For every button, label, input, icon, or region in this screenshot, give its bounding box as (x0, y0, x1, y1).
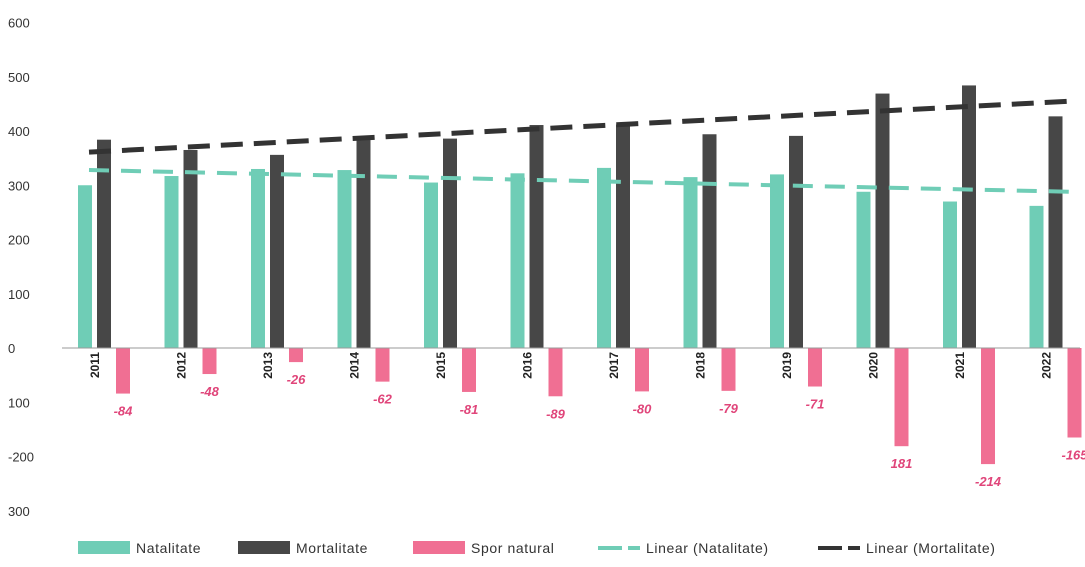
data-label-spor-natural: -89 (546, 406, 566, 421)
bar-spor-natural (1067, 348, 1082, 438)
bar-mortalitate (962, 85, 976, 349)
y-tick-label: 400 (8, 124, 30, 139)
legend-label: Spor natural (471, 540, 554, 556)
bar-natalitate (251, 168, 265, 348)
bar-natalitate (683, 177, 698, 348)
bar-spor-natural (808, 348, 822, 387)
x-tick-label: 2020 (867, 352, 881, 379)
bar-spor-natural (116, 348, 130, 394)
bar-natalitate (424, 182, 438, 348)
bar-natalitate (597, 167, 611, 348)
data-label-spor-natural: -214 (975, 474, 1002, 489)
data-label-spor-natural: -79 (719, 401, 739, 416)
trendlines (88, 98, 1071, 194)
bar-mortalitate (97, 139, 111, 348)
y-tick-label: 100 (8, 287, 30, 302)
bar-mortalitate (1048, 116, 1063, 348)
legend-swatch (238, 541, 290, 554)
y-tick-label: 300 (8, 504, 30, 519)
bar-mortalitate (443, 138, 457, 348)
legend-label: Linear (Natalitate) (646, 540, 769, 556)
legend-swatch (413, 541, 465, 554)
x-tick-label: 2018 (694, 352, 708, 379)
bar-spor-natural (202, 348, 217, 375)
bar-spor-natural (721, 348, 736, 391)
bar-mortalitate (270, 154, 284, 348)
data-label-spor-natural: -48 (200, 384, 220, 399)
trendline-mortalitate (88, 98, 1071, 155)
trendline-natalitate (88, 168, 1071, 194)
bars (78, 85, 1082, 465)
data-labels: -84 -48 -26 -62 -81 -89 -80 -79 -71 181 -214 -165 (114, 372, 1085, 489)
bar-mortalitate (529, 125, 544, 348)
x-tick-label: 2022 (1040, 352, 1054, 379)
x-tick-label: 2012 (175, 352, 189, 379)
legend: Natalitate Mortalitate Spor natural Linear … (78, 540, 996, 556)
x-tick-label: 2021 (953, 352, 967, 379)
data-label-spor-natural: -165 (1061, 448, 1085, 463)
x-tick-label: 2011 (88, 352, 102, 378)
legend-label: Natalitate (136, 540, 201, 556)
x-tick-label: 2013 (261, 352, 275, 379)
bar-natalitate (337, 170, 352, 348)
bar-natalitate (770, 174, 784, 348)
legend-label: Mortalitate (296, 540, 368, 556)
y-tick-label: 300 (8, 178, 30, 193)
bar-mortalitate (789, 135, 803, 348)
bar-spor-natural (894, 348, 909, 447)
legend-label: Linear (Mortalitate) (866, 540, 996, 556)
data-label-spor-natural: -26 (287, 372, 307, 387)
bar-natalitate (164, 176, 179, 348)
y-tick-label: -200 (8, 450, 34, 465)
data-label-spor-natural: -80 (633, 401, 653, 416)
bar-mortalitate (356, 136, 371, 348)
bar-spor-natural (548, 348, 563, 397)
bar-mortalitate (702, 134, 717, 348)
data-label-spor-natural: -62 (373, 392, 393, 407)
bar-spor-natural (289, 348, 303, 363)
x-tick-label: 2014 (348, 352, 362, 379)
x-tick-label: 2015 (434, 352, 448, 379)
y-tick-label: 200 (8, 233, 30, 248)
data-label-spor-natural: -84 (114, 404, 134, 419)
bar-natalitate (510, 173, 525, 348)
bar-spor-natural (981, 348, 995, 465)
bar-mortalitate (875, 93, 890, 348)
x-tick-label: 2016 (521, 352, 535, 379)
bar-natalitate (943, 201, 957, 348)
bar-natalitate (1029, 205, 1044, 348)
y-axis-ticks: 600 500 400 300 200 100 0 100 -200 300 (8, 16, 34, 519)
y-tick-label: 100 (8, 395, 30, 410)
y-tick-label: 600 (8, 16, 30, 31)
x-axis-ticks: 2011 2012 2013 2014 2015 2016 2017 2018 2019 2020… (88, 352, 1054, 379)
bar-spor-natural (375, 348, 390, 382)
bar-spor-natural (635, 348, 649, 392)
y-tick-label: 0 (8, 341, 15, 356)
bar-natalitate (78, 185, 92, 348)
bar-natalitate (856, 191, 871, 348)
data-label-spor-natural: 181 (891, 456, 913, 471)
bar-mortalitate (616, 124, 630, 349)
legend-swatch (78, 541, 130, 554)
data-label-spor-natural: -81 (460, 402, 479, 417)
bar-mortalitate (183, 149, 198, 348)
x-tick-label: 2019 (780, 352, 794, 379)
data-label-spor-natural: -71 (806, 397, 825, 412)
bar-spor-natural (462, 348, 476, 392)
x-tick-label: 2017 (607, 352, 621, 379)
y-tick-label: 500 (8, 70, 30, 85)
